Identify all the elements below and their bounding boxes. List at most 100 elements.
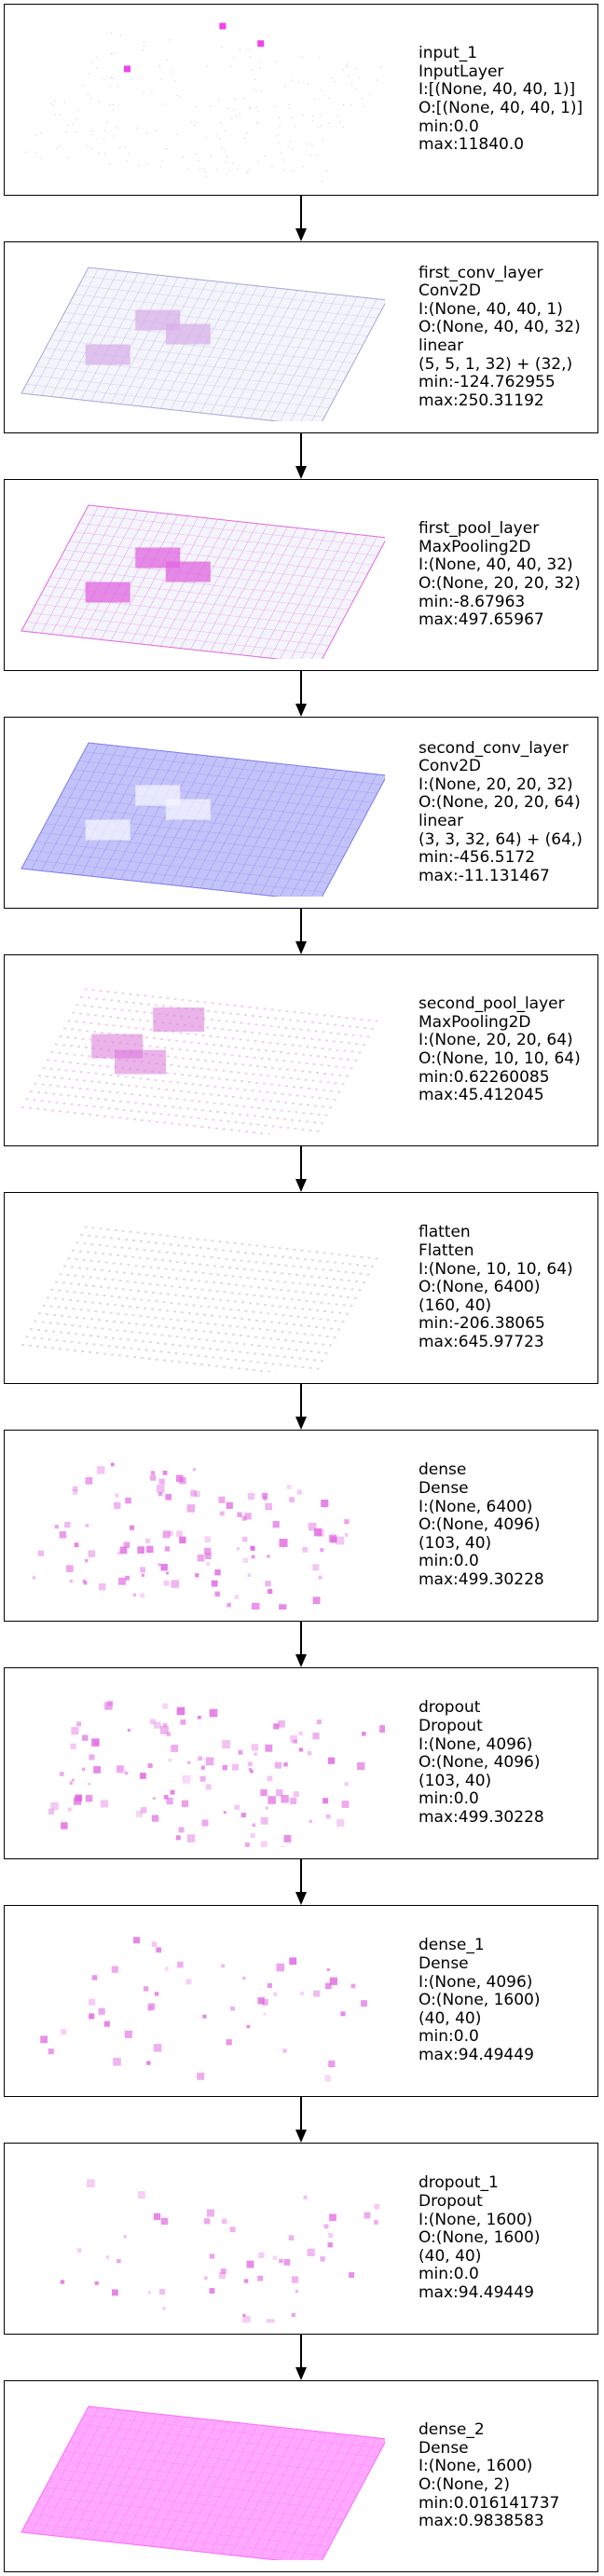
tensor-grid <box>21 988 378 1134</box>
layer-info: second_pool_layer MaxPooling2D I:(None, 20… <box>419 955 596 1145</box>
layer-detail: min:0.62260085 <box>419 1067 550 1087</box>
layer-detail: O:(None, 40, 40, 32) <box>419 318 581 337</box>
layer-box: first_pool_layer MaxPooling2D I:(None, 40,… <box>4 479 598 671</box>
arrow-down-icon <box>295 1179 307 1192</box>
layer-detail: max:45.412045 <box>419 1086 544 1105</box>
arrow-down-icon <box>295 466 307 479</box>
arrow-down-icon <box>295 941 307 954</box>
layer-detail: I:(None, 4096) <box>419 1972 533 1992</box>
layer-visualization <box>21 742 385 897</box>
activation-patch <box>85 819 130 841</box>
layer-name: second_conv_layer <box>419 738 569 758</box>
layer-box: dense_2 Dense I:(None, 1600) O:(None, 2) min… <box>4 2380 598 2572</box>
layer-visualization <box>32 1462 350 1610</box>
slab-grid <box>26 2407 382 2560</box>
layer-visualization <box>21 2405 385 2560</box>
layer-detail: min:0.0 <box>419 2265 479 2284</box>
tensor-grid <box>21 1226 378 1372</box>
layer-info: dropout_1 Dropout I:(None, 1600) O:(None, 1… <box>419 2144 596 2334</box>
layer-detail: O:(None, 10, 10, 64) <box>419 1049 581 1068</box>
layer-detail: max:499.30228 <box>419 1569 544 1589</box>
connector-line <box>300 1146 302 1179</box>
layer-name: first_conv_layer <box>419 263 543 282</box>
layer-detail: min:0.0 <box>419 1789 479 1809</box>
layer-detail: min:-456.5172 <box>419 848 536 868</box>
arrow-down-icon <box>295 2367 307 2380</box>
activation-cells <box>24 22 382 182</box>
layer-visualization <box>60 2179 380 2323</box>
slab-grid <box>26 506 382 659</box>
arrow-down-icon <box>295 704 307 717</box>
layer-type: Dense <box>419 1954 469 1974</box>
layer-detail: I:(None, 20, 20, 64) <box>419 1031 573 1050</box>
layer-box: dropout Dropout I:(None, 4096) O:(None, 409… <box>4 1667 598 1859</box>
layer-detail: max:94.49449 <box>419 2282 534 2302</box>
activation-cells <box>60 2179 380 2323</box>
layer-detail: min:-206.38065 <box>419 1314 545 1334</box>
layer-detail: max:645.97723 <box>419 1332 544 1351</box>
layer-box: dense_1 Dense I:(None, 4096) O:(None, 1600)… <box>4 1905 598 2097</box>
layer-type: MaxPooling2D <box>419 537 531 556</box>
activation-cells <box>32 1462 350 1610</box>
layer-detail: I:(None, 20, 20, 32) <box>419 774 573 794</box>
layer-detail: I:(None, 1600) <box>419 2210 533 2229</box>
layer-detail: min:-124.762955 <box>419 373 556 392</box>
layer-visualization <box>40 1937 367 2082</box>
activation-cell <box>219 22 226 30</box>
layer-detail: min:-8.67963 <box>419 592 526 611</box>
activation-patch <box>165 799 211 820</box>
layer-info: dense_1 Dense I:(None, 4096) O:(None, 1600)… <box>419 1906 596 2096</box>
layer-detail: O:(None, 20, 20, 32) <box>419 574 581 593</box>
layer-detail: I:(None, 6400) <box>419 1497 533 1516</box>
layer-detail: O:(None, 6400) <box>419 1278 541 1297</box>
connector-line <box>300 433 302 466</box>
layer-detail: linear <box>419 812 464 830</box>
layer-detail: (40, 40) <box>419 2008 482 2028</box>
layer-detail: I:(None, 4096) <box>419 1734 533 1754</box>
layer-type: Conv2D <box>419 281 482 301</box>
layer-detail: min:0.0 <box>419 1552 479 1571</box>
connector-line <box>300 1622 302 1654</box>
layer-detail: min:0.016141737 <box>419 2493 560 2513</box>
layer-visualization <box>21 504 385 659</box>
layer-box: first_conv_layer Conv2D I:(None, 40, 40, 1… <box>4 241 598 433</box>
activation-cell <box>124 65 130 73</box>
layer-name: second_pool_layer <box>419 994 565 1014</box>
arrow-down-icon <box>295 1892 307 1905</box>
activation-patch <box>165 323 211 345</box>
layer-detail: max:497.65967 <box>419 610 544 630</box>
layer-info: second_conv_layer Conv2D I:(None, 20, 20, … <box>419 718 596 908</box>
layer-detail: I:(None, 1600) <box>419 2457 533 2476</box>
layer-detail: (5, 5, 1, 32) + (32,) <box>419 354 573 374</box>
arrow-down-icon <box>295 1417 307 1430</box>
layer-type: Flatten <box>419 1241 474 1261</box>
layer-box: dropout_1 Dropout I:(None, 1600) O:(None, 1… <box>4 2143 598 2335</box>
layer-name: input_1 <box>419 44 478 63</box>
layer-detail: O:(None, 4096) <box>419 1753 541 1773</box>
activation-patch <box>165 561 211 582</box>
layer-name: flatten <box>419 1223 471 1242</box>
layer-visualization <box>21 988 378 1134</box>
layer-type: Dropout <box>419 2192 483 2212</box>
activation-cells <box>48 1700 385 1847</box>
layer-detail: (160, 40) <box>419 1295 492 1315</box>
activation-patch <box>153 1007 205 1032</box>
layer-detail: max:94.49449 <box>419 2045 534 2064</box>
layer-info: flatten Flatten I:(None, 10, 10, 64) O:(Non… <box>419 1193 596 1383</box>
connector-line <box>300 196 302 228</box>
layer-visualization <box>21 1226 378 1372</box>
layer-name: dropout_1 <box>419 2173 499 2193</box>
layer-detail: min:0.0 <box>419 116 479 136</box>
layer-detail: max:-11.131467 <box>419 866 550 885</box>
layer-detail: (103, 40) <box>419 1771 492 1790</box>
layer-name: dense_1 <box>419 1936 485 1955</box>
layer-visualization <box>48 1700 385 1847</box>
connector-line <box>300 909 302 941</box>
slab-grid <box>26 744 382 897</box>
tensor-slab <box>21 2405 385 2560</box>
layer-detail: O:(None, 20, 20, 64) <box>419 793 581 813</box>
layer-type: MaxPooling2D <box>419 1012 531 1032</box>
layer-detail: I:(None, 40, 40, 32) <box>419 555 573 575</box>
layer-box: second_pool_layer MaxPooling2D I:(None, 20… <box>4 954 598 1146</box>
